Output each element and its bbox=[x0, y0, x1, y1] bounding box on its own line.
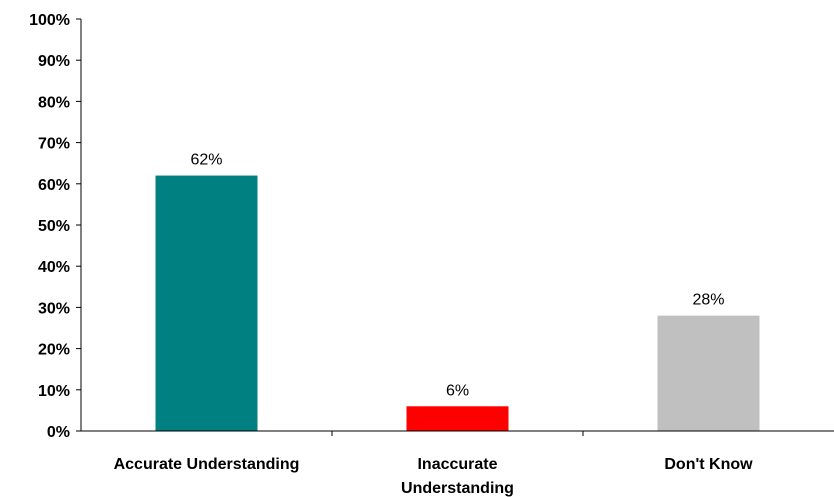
y-tick-label: 90% bbox=[38, 53, 70, 70]
y-tick-label: 80% bbox=[38, 94, 70, 111]
bars bbox=[155, 175, 760, 431]
data-labels: 62% 6% 28% bbox=[190, 152, 724, 400]
y-tick-label: 20% bbox=[38, 342, 70, 359]
y-tick-label: 30% bbox=[38, 300, 70, 317]
y-axis-ticks: 0% 10% 20% 30% 40% 50% 60% 70% 80% 90% 100% bbox=[29, 12, 584, 441]
category-label: Understanding bbox=[401, 480, 514, 497]
category-label: Accurate Understanding bbox=[114, 456, 300, 473]
bar bbox=[657, 315, 760, 431]
bar bbox=[406, 406, 509, 431]
bar bbox=[155, 175, 258, 431]
data-label: 28% bbox=[692, 292, 724, 309]
y-tick-label: 60% bbox=[38, 177, 70, 194]
y-tick-label: 70% bbox=[38, 136, 70, 153]
data-label: 62% bbox=[190, 152, 222, 169]
category-label: Inaccurate bbox=[417, 456, 497, 473]
data-label: 6% bbox=[446, 382, 469, 399]
y-tick-label: 0% bbox=[47, 424, 70, 441]
category-label: Don't Know bbox=[664, 456, 753, 473]
y-tick-label: 40% bbox=[38, 259, 70, 276]
y-tick-label: 100% bbox=[29, 12, 70, 29]
y-tick-label: 50% bbox=[38, 218, 70, 235]
y-tick-label: 10% bbox=[38, 383, 70, 400]
x-axis-category-labels: Accurate Understanding Inaccurate Understa… bbox=[114, 456, 754, 497]
